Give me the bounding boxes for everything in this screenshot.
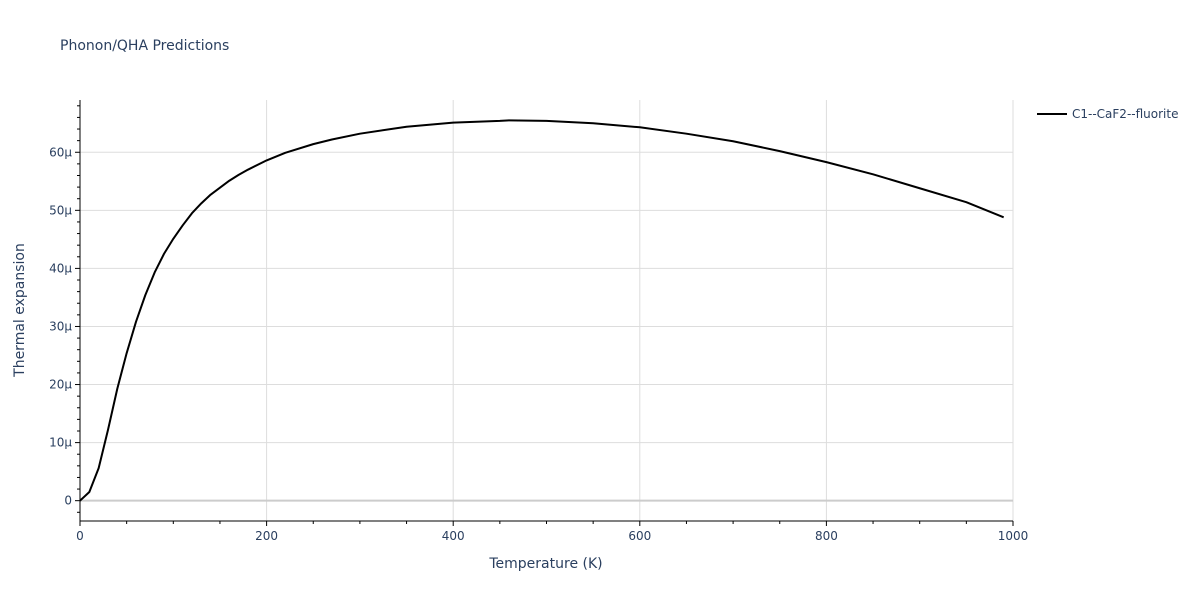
x-tick-label: 400 [442, 529, 465, 543]
y-tick-label: 20μ [49, 378, 72, 392]
x-tick-label: 200 [255, 529, 278, 543]
chart-title: Phonon/QHA Predictions [60, 38, 229, 54]
y-tick-label: 30μ [49, 319, 72, 333]
x-tick-label: 800 [815, 529, 838, 543]
y-axis-title: Thermal expansion [12, 243, 28, 378]
y-tick-label: 40μ [49, 261, 72, 275]
y-tick-label: 50μ [49, 203, 72, 217]
y-tick-label: 10μ [49, 436, 72, 450]
x-tick-label: 0 [76, 529, 84, 543]
axes: 0 200 400 600 800 1000 0 10μ 20μ 30μ 40μ 50μ 60μ [49, 100, 1028, 543]
legend-label-c1-caf2-fluorite: C1--CaF2--fluorite [1072, 107, 1178, 121]
series-line-c1-caf2-fluorite [79, 119, 1005, 502]
x-axis-title: Temperature (K) [488, 556, 602, 572]
y-tick-label: 0 [64, 494, 72, 508]
x-tick-label: 1000 [998, 529, 1029, 543]
y-tick-label: 60μ [49, 145, 72, 159]
legend[interactable]: C1--CaF2--fluorite [1037, 107, 1178, 121]
series-layer [79, 119, 1005, 502]
grid-lines [80, 100, 1014, 521]
x-tick-label: 600 [628, 529, 651, 543]
